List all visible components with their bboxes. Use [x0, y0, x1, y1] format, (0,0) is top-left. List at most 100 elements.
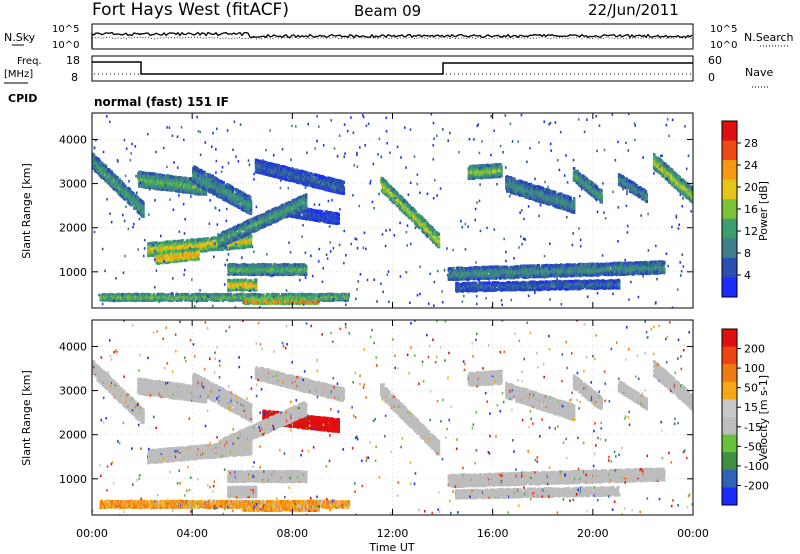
- echo-cell: [265, 263, 268, 267]
- echo-cell: [264, 223, 267, 228]
- echo-cell: [246, 286, 250, 290]
- echo-cell: [157, 261, 160, 265]
- echo-cell: [293, 174, 297, 178]
- echo-cell: [192, 256, 196, 260]
- echo-cell: [331, 185, 335, 190]
- echo-cell: [230, 239, 234, 243]
- echo-cell: [262, 172, 266, 176]
- echo-cell: [325, 220, 329, 224]
- echo-cell: [259, 215, 263, 219]
- echo-cell: [181, 295, 184, 299]
- echo-cell: [246, 198, 249, 202]
- echo-cell: [261, 169, 265, 173]
- echo-cell: [92, 154, 96, 158]
- echo-cell: [219, 188, 223, 192]
- echo-cell: [244, 193, 247, 197]
- echo-cell: [242, 270, 246, 274]
- echo-cell: [168, 253, 171, 257]
- echo-cell: [152, 248, 156, 252]
- echo-cell: [217, 186, 221, 190]
- noise-panel: N.Sky 10^5 10^0 10^5 10^0 N.Search: [4, 23, 794, 51]
- echo-cell: [254, 220, 257, 224]
- echo-cell: [127, 292, 130, 296]
- echo-cell: [124, 186, 128, 190]
- echo-cell: [271, 268, 275, 272]
- echo-cell: [261, 272, 265, 276]
- echo-cell: [107, 295, 111, 299]
- echo-cell: [304, 271, 308, 275]
- echo-cell: [313, 182, 317, 186]
- echo-cell: [249, 220, 253, 224]
- echo-cell: [262, 295, 265, 299]
- echo-cell: [261, 225, 265, 229]
- echo-cell: [235, 272, 238, 276]
- echo-cell: [290, 212, 293, 216]
- echo-cell: [241, 234, 245, 239]
- date-label: 22/Jun/2011: [588, 1, 679, 19]
- echo-cell: [149, 246, 153, 250]
- echo-cell: [248, 198, 252, 202]
- echo-cell: [210, 244, 213, 248]
- nave-tick-top: 60: [708, 54, 722, 67]
- echo-cell: [203, 170, 206, 174]
- echo-cell: [104, 298, 107, 302]
- echo-cell: [155, 179, 158, 183]
- echo-cell: [172, 175, 175, 179]
- echo-cell: [174, 183, 178, 187]
- echo-cell: [214, 187, 217, 191]
- echo-cell: [240, 264, 244, 269]
- echo-cell: [186, 292, 190, 297]
- echo-cell: [214, 236, 218, 240]
- echo-cell: [197, 192, 201, 196]
- echo-cell: [327, 188, 331, 192]
- echo-cell: [256, 223, 260, 227]
- echo-cell: [248, 230, 252, 234]
- echo-cell: [304, 193, 308, 197]
- echo-cell: [206, 187, 210, 191]
- echo-cell: [243, 297, 246, 301]
- echo-cell: [312, 211, 316, 215]
- echo-cell: [249, 234, 253, 238]
- echo-cell: [184, 251, 188, 255]
- echo-cell: [250, 279, 253, 283]
- echo-cell: [340, 179, 344, 184]
- echo-cell: [181, 176, 184, 180]
- echo-cell: [330, 217, 333, 221]
- echo-cell: [177, 256, 180, 261]
- echo-cell: [261, 164, 265, 168]
- echo-cell: [101, 171, 104, 175]
- echo-cell: [181, 184, 184, 188]
- echo-cell: [169, 260, 172, 264]
- echo-cell: [285, 270, 289, 274]
- echo-cell: [183, 249, 187, 253]
- echo-cell: [142, 213, 145, 217]
- echo-cell: [130, 298, 133, 302]
- echo-cell: [210, 239, 213, 243]
- echo-cell: [298, 212, 301, 216]
- echo-cell: [266, 270, 269, 274]
- echo-cell: [242, 223, 246, 227]
- echo-cell: [120, 189, 123, 193]
- echo-cell: [313, 180, 317, 184]
- echo-cell: [256, 159, 260, 163]
- echo-cell: [155, 181, 158, 185]
- echo-cell: [307, 183, 310, 187]
- echo-cell: [200, 192, 203, 196]
- echo-cell: [176, 251, 179, 256]
- echo-cell: [113, 298, 117, 302]
- noise-right-tick-top: 10^5: [710, 24, 737, 35]
- echo-cell: [159, 187, 163, 191]
- echo-cell: [157, 295, 161, 299]
- echo-cell: [162, 292, 165, 297]
- echo-cell: [259, 269, 263, 273]
- echo-cell: [284, 207, 287, 211]
- echo-cell: [165, 260, 169, 265]
- echo-cell: [156, 187, 159, 191]
- echo-cell: [183, 256, 187, 260]
- echo-cell: [141, 175, 145, 179]
- echo-cell: [239, 280, 242, 285]
- echo-cell: [175, 177, 179, 182]
- echo-cell: [244, 280, 248, 284]
- echo-cell: [176, 293, 180, 297]
- echo-cell: [104, 165, 108, 169]
